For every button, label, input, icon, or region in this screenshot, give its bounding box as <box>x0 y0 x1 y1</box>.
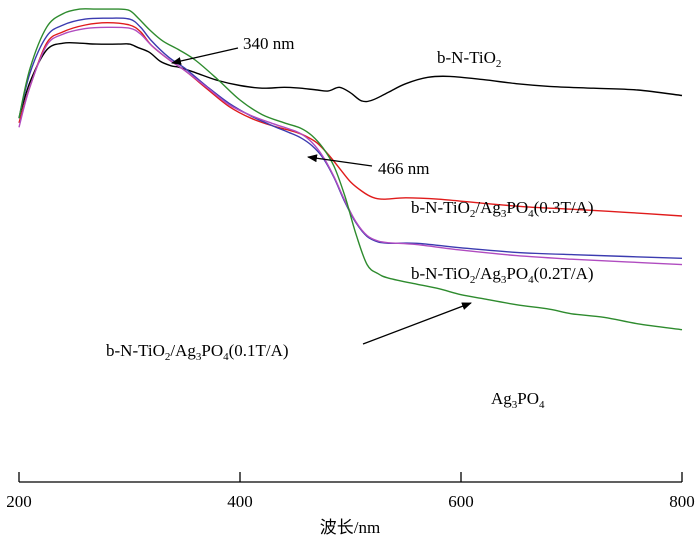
series-line-b-n-tio2-ag3po4-0.3t-a- <box>18 22 683 217</box>
annotation-466nm: 466 nm <box>378 159 429 178</box>
label-0.1ta: b-N-TiO2/Ag3PO4(0.1T/A) <box>106 341 289 363</box>
x-axis-title: 波长/nm <box>320 518 380 537</box>
series-line-b-n-tio2-ag3po4-0.2t-a- <box>18 17 683 259</box>
arrow-0.1ta <box>362 302 472 345</box>
x-ticks <box>18 472 683 482</box>
series-layer <box>18 8 683 331</box>
series-line-b-n-tio2-ag3po4-0.1t-a- <box>18 26 683 266</box>
x-tick-label-400: 400 <box>227 492 253 511</box>
arrow-340nm <box>171 47 239 65</box>
x-tick-label-600: 600 <box>448 492 474 511</box>
series-line-b-n-tio2 <box>18 41 683 119</box>
x-tick-label-800: 800 <box>669 492 695 511</box>
series-line-ag3po4 <box>18 8 683 331</box>
arrow-466nm <box>307 154 373 167</box>
x-tick-label-200: 200 <box>6 492 32 511</box>
label-ag3po4: Ag3PO4 <box>491 389 545 411</box>
annotation-340nm: 340 nm <box>243 34 294 53</box>
label-0.3ta: b-N-TiO2/Ag3PO4(0.3T/A) <box>411 198 594 220</box>
label-b-n-tio2: b-N-TiO2 <box>437 48 501 70</box>
label-0.2ta: b-N-TiO2/Ag3PO4(0.2T/A) <box>411 264 594 286</box>
